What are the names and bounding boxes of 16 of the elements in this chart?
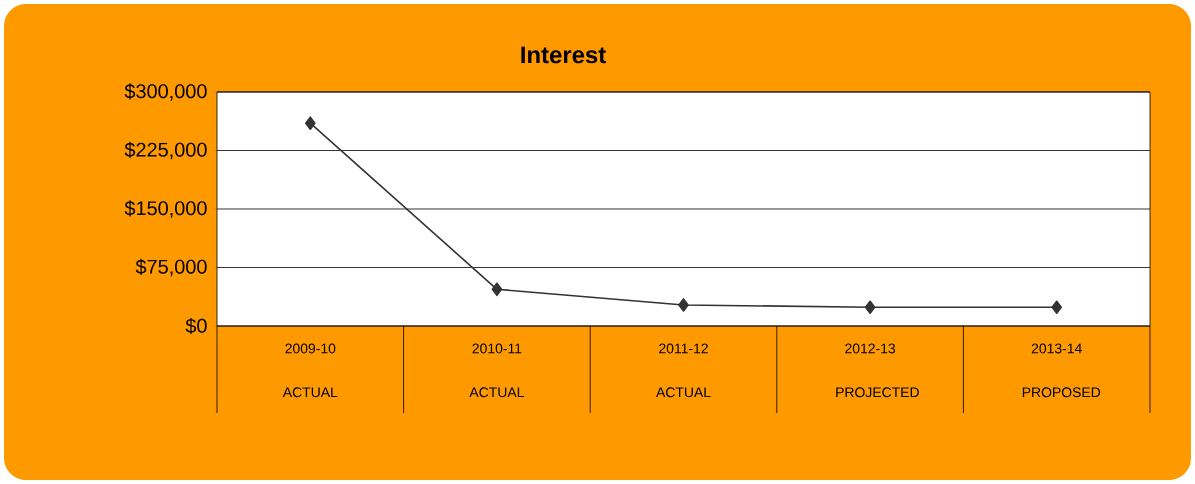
category-label: 2009-10 ACTUAL bbox=[282, 343, 338, 398]
point bbox=[305, 116, 316, 130]
y-tick-label: $75,000 bbox=[135, 258, 207, 277]
y-tick-label: $0 bbox=[185, 317, 207, 335]
category-label: 2011-12 ACTUAL bbox=[656, 343, 711, 398]
y-tick-label: $300,000 bbox=[124, 83, 207, 101]
category-label: 2013-14 PROPOSED bbox=[1022, 343, 1101, 398]
point bbox=[1051, 300, 1063, 315]
category-label: 2012-13 PROJECTED bbox=[836, 343, 919, 398]
point bbox=[491, 282, 503, 297]
category-label: 2010-11 ACTUAL bbox=[469, 343, 524, 398]
chart-title: Interest bbox=[521, 46, 606, 64]
point bbox=[678, 298, 689, 312]
y-tick-label: $150,000 bbox=[124, 200, 207, 218]
point bbox=[864, 300, 876, 315]
y-tick-label: $225,000 bbox=[124, 141, 207, 160]
